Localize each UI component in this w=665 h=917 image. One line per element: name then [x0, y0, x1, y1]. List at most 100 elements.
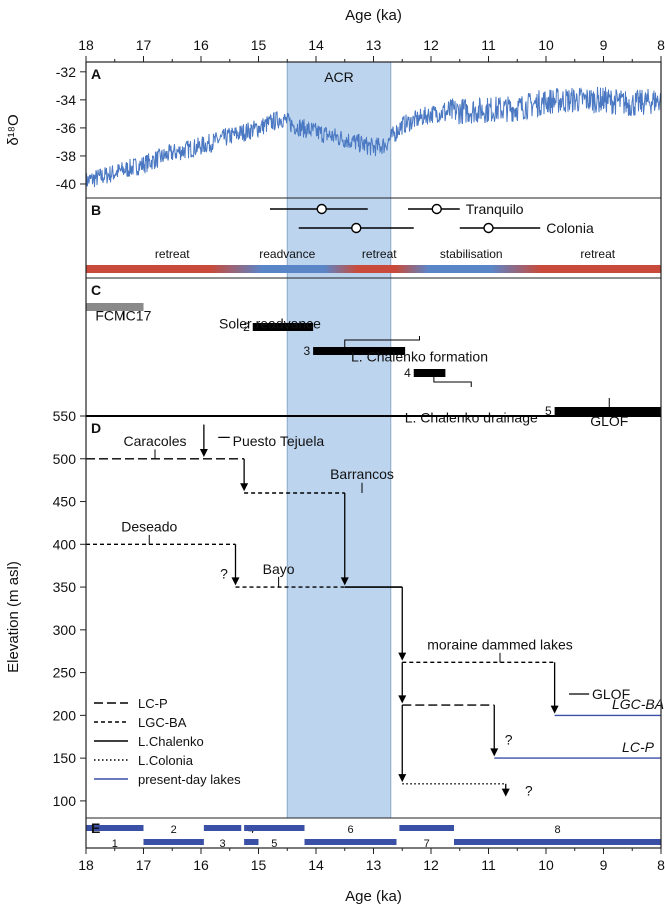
phase-bar-number-5: 5	[271, 838, 277, 850]
event-connector-1	[344, 336, 420, 347]
phase-label-2: retreat	[362, 247, 397, 261]
phase-bar-number-3: 3	[220, 838, 226, 850]
legend-label-1: LGC-BA	[138, 715, 187, 730]
event-connector-2	[433, 377, 472, 387]
x-tick-label-bottom-18: 18	[78, 857, 94, 873]
drop-chalenko-2-head	[398, 695, 407, 704]
phase-bar-number-2: 2	[171, 824, 177, 836]
annotation-5: ?	[220, 565, 228, 581]
event-label-4: GLOF	[590, 413, 628, 429]
x-tick-label-bottom-11: 11	[481, 857, 496, 873]
ya-tick-label--40: -40	[56, 176, 76, 192]
event-label-1: Soler readvance	[219, 316, 321, 332]
date-point-2	[351, 222, 362, 234]
event-bar-fcmc17	[86, 303, 144, 311]
yd-tick-label-100: 100	[53, 793, 77, 809]
phase-bar-7	[399, 825, 454, 831]
x-axis-title-top: Age (ka)	[345, 7, 402, 24]
drop-chalenko-1-head	[398, 652, 407, 661]
annotation-8: ?	[505, 731, 513, 747]
date-point-1	[431, 203, 442, 215]
event-bar-5	[554, 407, 661, 415]
event-bar-2	[252, 323, 314, 331]
event-label-3: L. Chalenko drainage	[405, 410, 538, 426]
event-label-2: L. Chalenko formation	[351, 349, 488, 365]
ya-axis-title: δ¹⁸O	[5, 114, 22, 145]
legend-label-2: L.Chalenko	[138, 734, 204, 749]
panel-letter-D: D	[91, 420, 101, 436]
drop-lcp-head	[490, 748, 499, 757]
x-tick-label-bottom-16: 16	[193, 857, 209, 873]
date-point-0	[316, 203, 327, 215]
drop-tejuela-head	[199, 449, 208, 458]
event-bar-number-3: 3	[303, 344, 310, 358]
panel-letter-C: C	[91, 282, 101, 298]
phase-bar-number-8: 8	[554, 824, 560, 836]
annotation-3: Deseado	[121, 518, 177, 534]
ya-tick-label--34: -34	[56, 92, 76, 108]
phase-bar-1	[86, 825, 144, 831]
date-label-tranquilo: Tranquilo	[466, 201, 524, 217]
phase-bar-8	[454, 839, 661, 845]
acr-label: ACR	[324, 69, 354, 85]
annotation-9: ?	[525, 783, 533, 799]
x-tick-label-top-8: 8	[657, 37, 665, 53]
lake-label-0: LGC-BA	[612, 696, 664, 712]
phase-bar-5	[244, 825, 305, 831]
event-bar-number-5: 5	[545, 404, 552, 418]
annotation-0: Caracoles	[123, 433, 186, 449]
event-bar-4	[413, 369, 446, 377]
drop-chalenko-3-head	[398, 774, 407, 783]
x-tick-label-bottom-10: 10	[538, 857, 554, 873]
ya-tick-label--36: -36	[56, 120, 76, 136]
panel-d: Caracoles Puesto Tejuela Barrancos Deseado B…	[86, 424, 664, 799]
x-tick-label-bottom-15: 15	[251, 857, 267, 873]
x-tick-label-top-15: 15	[251, 37, 267, 53]
event-bar-number-2: 2	[243, 320, 250, 334]
x-tick-label-top-16: 16	[193, 37, 209, 53]
panel-letter-A: A	[91, 66, 101, 82]
yd-tick-label-400: 400	[53, 536, 77, 552]
date-point-3	[483, 222, 494, 234]
yd-tick-label-500: 500	[53, 451, 77, 467]
yd-tick-label-350: 350	[53, 579, 77, 595]
panel-letter-B: B	[91, 202, 101, 218]
acr-band-group: ACR	[286, 62, 392, 818]
acr-band	[287, 62, 391, 818]
yd-tick-label-200: 200	[53, 707, 77, 723]
legend-label-3: L.Colonia	[138, 753, 194, 768]
x-tick-label-top-17: 17	[136, 37, 152, 53]
annotation-1: Puesto Tejuela	[233, 433, 325, 449]
panel-letter-E: E	[91, 820, 100, 836]
lake-label-1: LC-P	[622, 739, 655, 755]
x-tick-label-bottom-12: 12	[423, 857, 439, 873]
annotation-2: Barrancos	[330, 466, 394, 482]
ya-tick-label--38: -38	[56, 148, 76, 164]
yd-tick-label-550: 550	[53, 408, 77, 424]
proxy-series-line	[85, 86, 662, 191]
date-label-colonia: Colonia	[546, 220, 594, 236]
event-bar-number-4: 4	[404, 366, 411, 380]
x-tick-label-bottom-14: 14	[308, 857, 324, 873]
x-tick-label-top-18: 18	[78, 37, 94, 53]
x-tick-label-bottom-17: 17	[136, 857, 152, 873]
phase-bar-number-6: 6	[347, 824, 353, 836]
glacier-behaviour-band	[86, 265, 661, 273]
phase-label-3: stabilisation	[440, 247, 503, 261]
drop-glof-head	[550, 705, 559, 714]
phase-bar-number-1: 1	[112, 838, 118, 850]
phase-bar-number-7: 7	[424, 838, 430, 850]
yd-tick-label-300: 300	[53, 622, 77, 638]
phase-bar-4	[244, 839, 259, 845]
x-tick-label-top-10: 10	[538, 37, 554, 53]
x-tick-label-top-12: 12	[423, 37, 439, 53]
legend-label-4: present-day lakes	[138, 772, 241, 787]
yd-tick-label-450: 450	[53, 494, 77, 510]
yd-tick-label-150: 150	[53, 750, 77, 766]
drop-barrancos-head	[340, 577, 349, 586]
phase-bar-6	[304, 839, 397, 845]
annotation-7: GLOF	[592, 686, 630, 702]
yd-axis-title: Elevation (m asl)	[5, 561, 22, 673]
